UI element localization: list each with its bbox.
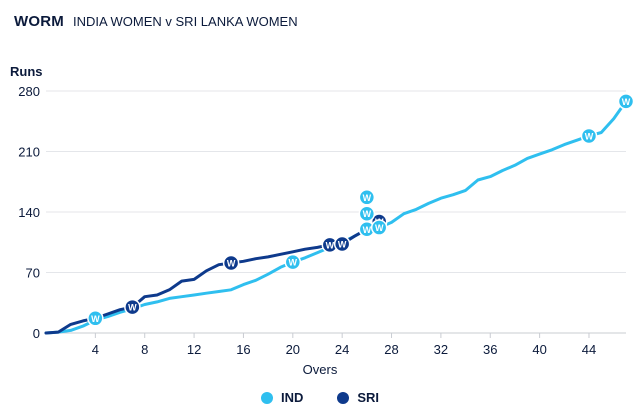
x-tick-label-4: 4 — [92, 342, 99, 357]
x-tick-label-40: 40 — [532, 342, 546, 357]
chart-legend: IND SRI — [0, 390, 640, 405]
x-tick-label-36: 36 — [483, 342, 497, 357]
y-tick-label-70: 70 — [26, 266, 40, 281]
wicket-marker-ind-1 — [284, 253, 302, 271]
match-title: INDIA WOMEN v SRI LANKA WOMEN — [72, 14, 298, 29]
wicket-label-sri-3: W — [338, 239, 347, 249]
wicket-marker-ind-3 — [358, 205, 376, 222]
chart-title: WORM — [14, 13, 64, 30]
legend-dot-ind — [260, 391, 273, 404]
x-tick-label-16: 16 — [236, 342, 250, 357]
wicket-marker-ind-5 — [370, 219, 388, 236]
wicket-marker-sri-1 — [222, 254, 240, 272]
wicket-label-ind-5: W — [375, 223, 384, 233]
x-tick-label-20: 20 — [286, 342, 300, 357]
y-tick-label-0: 0 — [33, 326, 40, 341]
y-axis-title: Runs — [10, 64, 43, 79]
wicket-marker-ind-4 — [358, 189, 376, 206]
x-tick-label-24: 24 — [335, 342, 349, 357]
x-tick-label-32: 32 — [434, 342, 448, 357]
x-tick-label-28: 28 — [384, 342, 398, 357]
wicket-label-sri-0: W — [128, 303, 137, 313]
x-tick-label-8: 8 — [141, 342, 148, 357]
x-tick-label-44: 44 — [582, 342, 596, 357]
x-tick-label-12: 12 — [187, 342, 201, 357]
wicket-label-ind-0: W — [91, 314, 100, 324]
legend-label-sri: SRI — [357, 390, 380, 405]
wicket-marker-ind-0 — [87, 310, 104, 327]
legend-label-ind: IND — [280, 390, 304, 405]
legend-item-sri[interactable]: SRI — [337, 390, 379, 405]
legend-dot-sri — [337, 391, 350, 404]
wicket-label-ind-2: W — [363, 225, 372, 235]
y-tick-label-140: 140 — [18, 205, 40, 220]
y-tick-label-210: 210 — [18, 145, 40, 160]
wicket-marker-ind-7 — [617, 93, 635, 110]
x-axis-title: Overs — [303, 362, 338, 377]
wicket-marker-sri-3 — [333, 235, 351, 253]
wicket-label-ind-7: W — [622, 97, 631, 107]
chart-header: WORM INDIA WOMEN v SRI LANKA WOMEN — [14, 13, 298, 35]
wicket-label-ind-4: W — [363, 193, 372, 203]
series-line-ind — [44, 99, 628, 335]
wicket-marker-sri-0 — [124, 298, 141, 316]
legend-item-ind[interactable]: IND — [260, 390, 304, 405]
wicket-label-ind-1: W — [289, 258, 298, 268]
wicket-label-sri-1: W — [227, 258, 236, 268]
wicket-marker-ind-6 — [580, 127, 598, 145]
wicket-label-ind-6: W — [585, 131, 594, 141]
wicket-label-ind-3: W — [363, 209, 372, 219]
wicket-label-sri-2: W — [326, 240, 335, 250]
y-tick-label-280: 280 — [18, 84, 40, 99]
